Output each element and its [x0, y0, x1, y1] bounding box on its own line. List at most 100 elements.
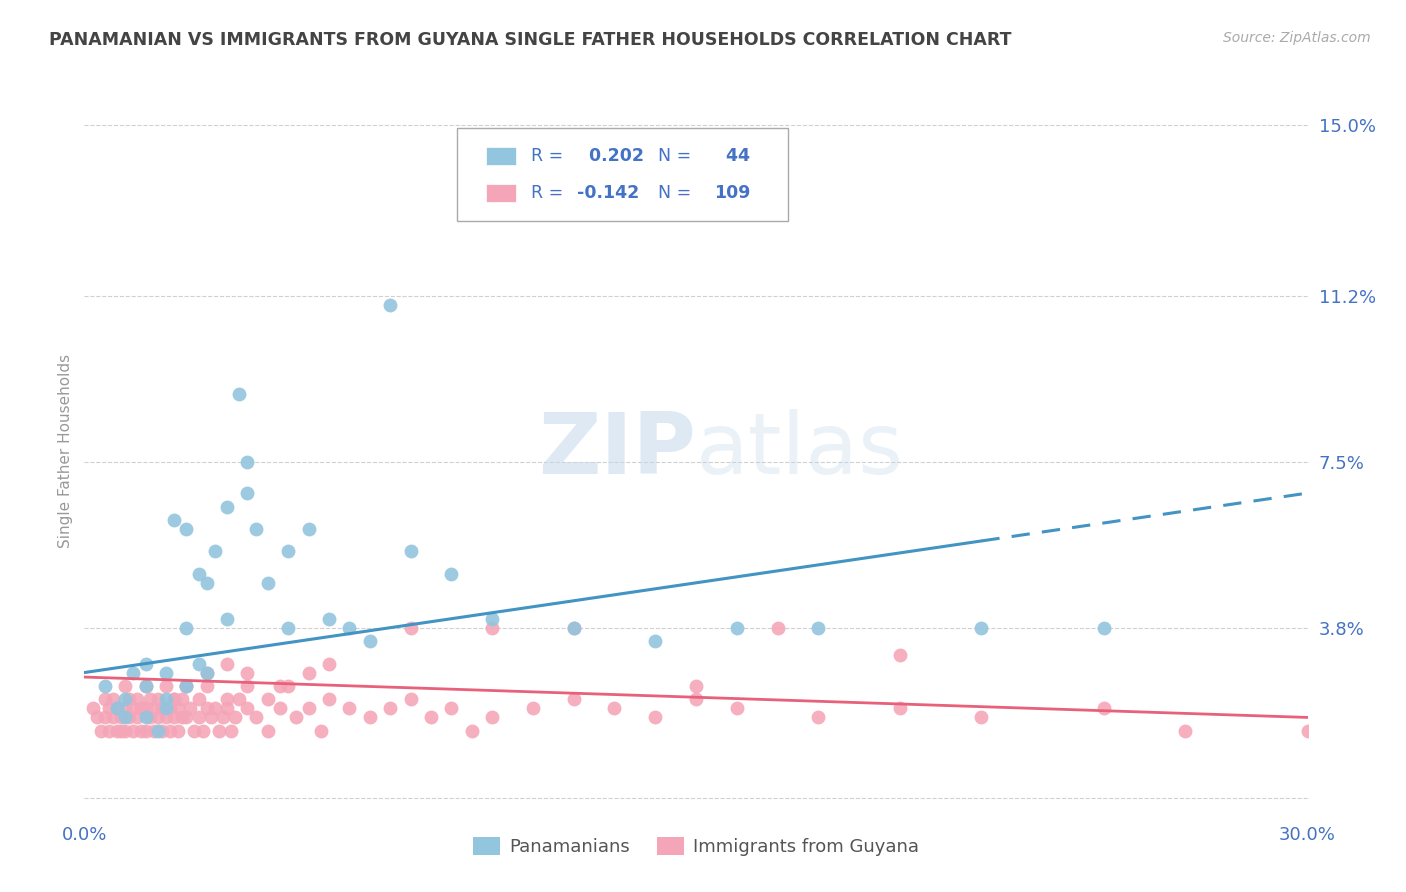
Text: N =: N = — [647, 184, 697, 202]
Point — [135, 723, 157, 738]
Text: 44: 44 — [714, 147, 751, 165]
Legend: Panamanians, Immigrants from Guyana: Panamanians, Immigrants from Guyana — [465, 830, 927, 863]
Point — [236, 486, 259, 500]
FancyBboxPatch shape — [485, 147, 516, 165]
Point — [309, 723, 332, 738]
Point — [298, 701, 321, 715]
Point — [420, 710, 443, 724]
FancyBboxPatch shape — [485, 184, 516, 202]
Point — [174, 679, 197, 693]
Point — [339, 621, 361, 635]
Point — [135, 657, 157, 671]
Point — [236, 679, 259, 693]
Point — [93, 679, 115, 693]
Point — [82, 701, 104, 715]
Point — [187, 692, 209, 706]
Point — [97, 723, 120, 738]
Point — [257, 575, 280, 590]
Point — [105, 701, 128, 715]
Point — [318, 612, 340, 626]
Point — [167, 701, 190, 715]
Point — [228, 692, 250, 706]
Point — [155, 679, 177, 693]
Point — [685, 692, 707, 706]
Point — [269, 701, 291, 715]
Point — [245, 522, 267, 536]
Point — [131, 701, 153, 715]
Point — [204, 701, 226, 715]
Point — [318, 692, 340, 706]
Text: atlas: atlas — [696, 409, 904, 492]
Point — [380, 701, 402, 715]
Point — [236, 701, 259, 715]
Point — [807, 710, 830, 724]
Point — [122, 723, 145, 738]
Point — [970, 710, 993, 724]
Point — [204, 544, 226, 558]
FancyBboxPatch shape — [457, 128, 787, 221]
Point — [114, 723, 136, 738]
Point — [159, 723, 181, 738]
Point — [1174, 723, 1197, 738]
Point — [142, 723, 165, 738]
Point — [110, 710, 132, 724]
Point — [236, 455, 259, 469]
Text: Source: ZipAtlas.com: Source: ZipAtlas.com — [1223, 31, 1371, 45]
Point — [191, 723, 214, 738]
Point — [562, 621, 585, 635]
Point — [135, 679, 157, 693]
Text: ZIP: ZIP — [538, 409, 696, 492]
Point — [174, 522, 197, 536]
Point — [725, 621, 748, 635]
Point — [114, 710, 136, 724]
Point — [481, 710, 503, 724]
Text: 109: 109 — [714, 184, 751, 202]
Point — [155, 710, 177, 724]
Point — [725, 701, 748, 715]
Point — [1296, 723, 1319, 738]
Point — [195, 679, 218, 693]
Point — [359, 710, 381, 724]
Point — [562, 692, 585, 706]
Point — [105, 701, 128, 715]
Point — [399, 692, 422, 706]
Point — [138, 692, 160, 706]
Point — [163, 692, 186, 706]
Point — [90, 723, 112, 738]
Point — [208, 723, 231, 738]
Point — [155, 692, 177, 706]
Point — [481, 612, 503, 626]
Point — [461, 723, 484, 738]
Point — [172, 710, 194, 724]
Point — [399, 621, 422, 635]
Point — [131, 723, 153, 738]
Point — [174, 679, 197, 693]
Point — [150, 701, 173, 715]
Point — [187, 710, 209, 724]
Point — [163, 513, 186, 527]
Point — [399, 544, 422, 558]
Point — [298, 522, 321, 536]
Point — [277, 544, 299, 558]
Point — [187, 657, 209, 671]
Point — [150, 723, 173, 738]
Point — [217, 500, 239, 514]
Point — [183, 723, 205, 738]
Point — [481, 621, 503, 635]
Text: -0.142: -0.142 — [578, 184, 640, 202]
Point — [105, 723, 128, 738]
Text: R =: R = — [531, 147, 568, 165]
Point — [167, 723, 190, 738]
Point — [685, 679, 707, 693]
Point — [146, 710, 169, 724]
Point — [195, 665, 218, 680]
Point — [138, 710, 160, 724]
Point — [110, 723, 132, 738]
Point — [127, 692, 149, 706]
Point — [257, 723, 280, 738]
Point — [155, 665, 177, 680]
Point — [228, 387, 250, 401]
Point — [195, 575, 218, 590]
Point — [277, 621, 299, 635]
Point — [97, 701, 120, 715]
